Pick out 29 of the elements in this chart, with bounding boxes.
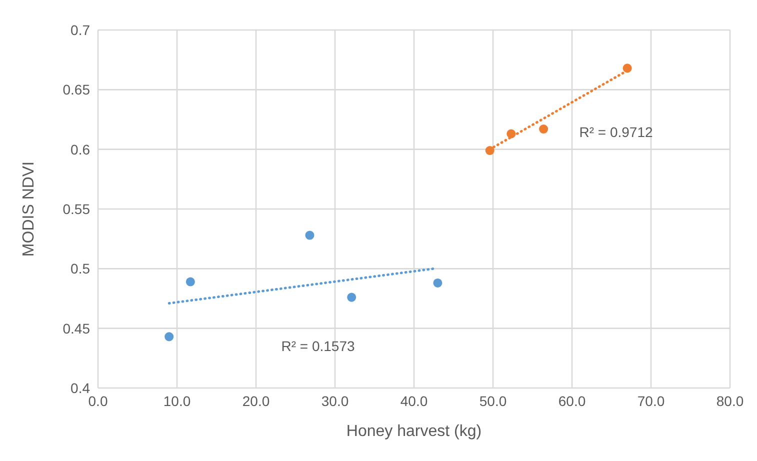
- x-tick-label: 10.0: [163, 392, 191, 409]
- annotation: R² = 0.1573: [281, 338, 355, 354]
- y-tick-label: 0.4: [70, 380, 90, 396]
- y-tick-label: 0.45: [62, 320, 90, 336]
- y-tick-label: 0.6: [70, 141, 90, 158]
- y-axis-title: MODIS NDVI: [20, 161, 38, 257]
- x-tick-label: 70.0: [637, 392, 665, 409]
- annotation: R² = 0.9712: [579, 124, 653, 140]
- y-tick-label: 0.55: [62, 200, 90, 217]
- x-tick-label: 30.0: [321, 392, 349, 409]
- x-axis-title: Honey harvest (kg): [346, 423, 482, 440]
- point: [433, 278, 442, 288]
- point: [164, 332, 174, 342]
- x-tick-label: 50.0: [479, 392, 507, 409]
- point: [186, 277, 195, 286]
- point: [485, 146, 494, 156]
- point: [539, 124, 548, 134]
- x-tick-label: 80.0: [716, 392, 744, 409]
- x-tick-label: 60.0: [558, 392, 586, 409]
- point: [305, 230, 314, 240]
- point: [506, 129, 516, 138]
- point: [622, 64, 632, 73]
- point: [347, 292, 356, 302]
- x-tick-label: 0.0: [88, 392, 108, 409]
- x-tick-label: 40.0: [400, 392, 428, 409]
- x-tick-label: 20.0: [242, 392, 270, 409]
- y-tick-label: 0.7: [70, 22, 90, 38]
- y-tick-label: 0.65: [62, 82, 90, 98]
- y-tick-label: 0.5: [70, 260, 90, 277]
